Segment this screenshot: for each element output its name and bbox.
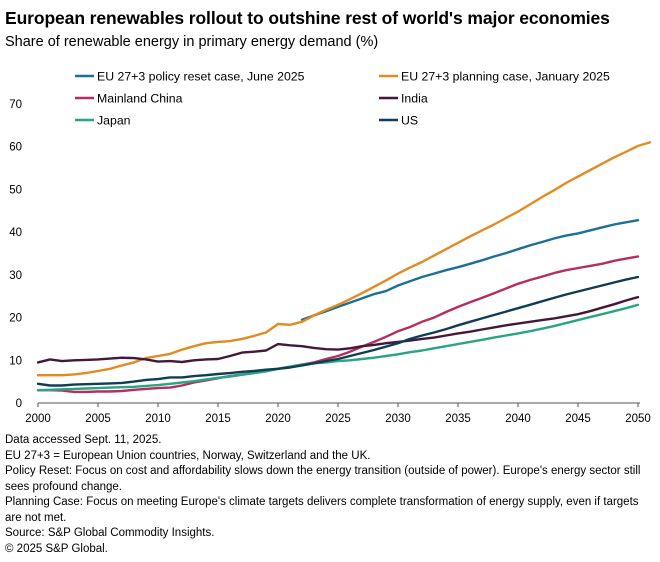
y-tick-label: 0 <box>16 398 22 410</box>
note-eu-definition: EU 27+3 = European Union countries, Norw… <box>5 449 371 462</box>
y-tick-label: 70 <box>9 99 22 111</box>
legend-label: US <box>401 114 418 128</box>
x-tick-label: 2020 <box>265 413 291 425</box>
x-tick-label: 2005 <box>85 413 111 425</box>
footnotes: Data accessed Sept. 11, 2025. EU 27+3 = … <box>5 433 657 557</box>
series-line-japan <box>36 303 640 392</box>
y-tick-label: 60 <box>9 142 22 154</box>
x-tick-label: 2050 <box>625 413 651 425</box>
x-tick-label: 2030 <box>385 413 411 425</box>
x-tick-label: 2045 <box>565 413 591 425</box>
note-policy-reset: Policy Reset: Focus on cost and affordab… <box>5 465 641 493</box>
y-tick-label: 30 <box>9 270 22 282</box>
note-data-accessed: Data accessed Sept. 11, 2025. <box>5 434 162 446</box>
x-tick-label: 2025 <box>325 413 351 425</box>
y-tick-label: 10 <box>9 355 22 367</box>
x-tick-label: 2040 <box>505 413 531 425</box>
series-lines <box>36 141 652 394</box>
y-tick-label: 50 <box>9 184 22 196</box>
line-chart: EU 27+3 policy reset case, June 2025 EU 2… <box>9 70 652 425</box>
chart-title: European renewables rollout to outshine … <box>5 8 610 28</box>
legend-label: EU 27+3 planning case, January 2025 <box>401 70 610 84</box>
x-tick-label: 2000 <box>25 413 51 425</box>
y-axis-ticks: 0 10 20 30 40 50 60 70 <box>9 99 22 410</box>
legend-label: India <box>401 92 428 106</box>
y-tick-label: 40 <box>9 227 22 239</box>
x-tick-label: 2015 <box>205 413 231 425</box>
x-tick-label: 2035 <box>445 413 471 425</box>
y-tick-label: 20 <box>9 313 22 325</box>
note-copyright: © 2025 S&P Global. <box>5 542 108 555</box>
series-line-eu-27-3-planning-case-january-2025 <box>36 141 652 377</box>
series-line-mainland-china <box>36 255 640 394</box>
legend-label: Mainland China <box>97 92 183 106</box>
chart-subtitle: Share of renewable energy in primary ene… <box>5 34 379 50</box>
note-source: Source: S&P Global Commodity Insights. <box>5 527 215 539</box>
legend-label: EU 27+3 policy reset case, June 2025 <box>97 70 305 84</box>
x-tick-label: 2010 <box>145 413 171 425</box>
x-axis-ticks: 2000 2005 2010 2015 2020 2025 2030 2035 2040 2045… <box>25 403 651 425</box>
series-line-india <box>36 295 640 364</box>
legend: EU 27+3 policy reset case, June 2025 EU 2… <box>75 70 610 128</box>
series-line-eu-27-3-policy-reset-case-june-2025 <box>300 218 640 321</box>
series-line-us <box>36 275 640 387</box>
note-planning-case: Planning Case: Focus on meeting Europe's… <box>5 496 639 524</box>
legend-label: Japan <box>97 114 131 128</box>
